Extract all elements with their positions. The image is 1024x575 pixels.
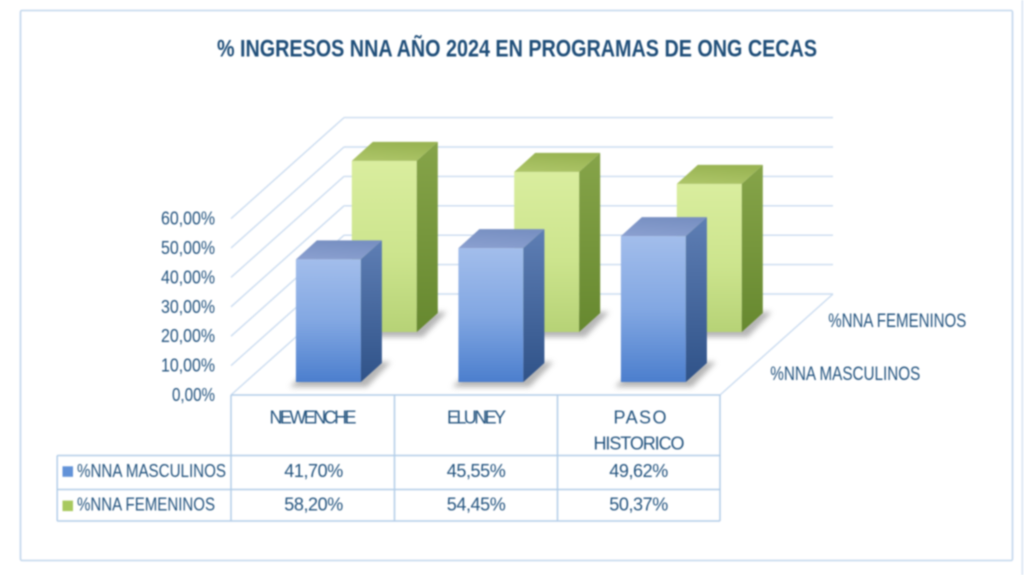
svg-text:% INGRESOS NNA AÑO 2024 EN PRO: % INGRESOS NNA AÑO 2024 EN PROGRAMAS DE … bbox=[217, 35, 817, 63]
svg-text:49,62%: 49,62% bbox=[609, 461, 668, 481]
svg-text:%NNA MASCULINOS: %NNA MASCULINOS bbox=[77, 461, 226, 481]
svg-text:30,00%: 30,00% bbox=[161, 297, 215, 317]
svg-text:0,00%: 0,00% bbox=[172, 385, 215, 405]
svg-text:45,55%: 45,55% bbox=[447, 461, 506, 481]
svg-text:54,45%: 54,45% bbox=[447, 495, 506, 515]
svg-text:50,37%: 50,37% bbox=[609, 495, 668, 515]
svg-text:PASO: PASO bbox=[614, 408, 667, 428]
svg-text:ELUNEY: ELUNEY bbox=[447, 408, 506, 428]
svg-text:HISTORICO: HISTORICO bbox=[594, 434, 685, 454]
svg-text:%NNA FEMENINOS: %NNA FEMENINOS bbox=[828, 311, 966, 332]
svg-text:10,00%: 10,00% bbox=[161, 356, 215, 376]
svg-text:60,00%: 60,00% bbox=[161, 209, 215, 229]
svg-text:58,20%: 58,20% bbox=[284, 495, 343, 515]
svg-text:50,00%: 50,00% bbox=[161, 238, 215, 258]
svg-text:%NNA FEMENINOS: %NNA FEMENINOS bbox=[77, 495, 215, 515]
svg-text:40,00%: 40,00% bbox=[161, 267, 215, 287]
svg-text:41,70%: 41,70% bbox=[284, 461, 343, 481]
svg-text:NEWENCHE: NEWENCHE bbox=[270, 408, 357, 428]
svg-text:%NNA MASCULINOS: %NNA MASCULINOS bbox=[770, 364, 920, 385]
svg-text:20,00%: 20,00% bbox=[161, 326, 215, 346]
